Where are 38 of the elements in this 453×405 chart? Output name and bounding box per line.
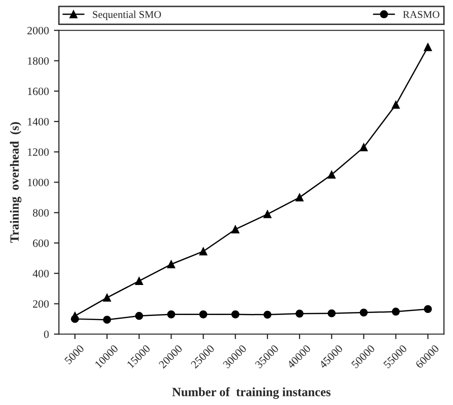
- point: [263, 310, 272, 319]
- point: [199, 247, 208, 256]
- point: [424, 305, 432, 314]
- point: [296, 310, 304, 318]
- y-tick-label: 400: [32, 270, 49, 278]
- x-axis-title: Number of training instances: [172, 387, 331, 399]
- point: [167, 260, 176, 268]
- y-axis-title: Training overhead (s): [10, 122, 22, 243]
- point: [231, 310, 240, 318]
- point: [231, 225, 240, 234]
- y-tick-label: 1600: [28, 88, 49, 96]
- point: [328, 170, 336, 179]
- y-tick-label: 1200: [28, 148, 49, 156]
- y-tick-label: 1000: [28, 178, 49, 186]
- y-tick-label: 0: [44, 330, 49, 338]
- point: [103, 316, 112, 324]
- point: [135, 276, 144, 285]
- point: [135, 312, 144, 320]
- point: [392, 100, 400, 109]
- legend-label: RASMO: [403, 11, 440, 18]
- point: [360, 143, 368, 152]
- point: [360, 308, 368, 317]
- point: [424, 43, 432, 52]
- point: [392, 308, 400, 316]
- point: [328, 309, 336, 318]
- point: [70, 312, 79, 320]
- legend-label: Sequential SMO: [92, 10, 161, 20]
- point: [296, 193, 304, 202]
- y-tick-label: 1800: [28, 57, 49, 65]
- point: [263, 210, 272, 218]
- point: [103, 294, 112, 302]
- y-tick-label: 1400: [28, 118, 49, 126]
- y-tick-label: 200: [32, 300, 49, 308]
- y-tick-label: 2000: [27, 26, 49, 34]
- y-tick-label: 800: [32, 209, 49, 217]
- y-tick-label: 600: [32, 239, 49, 247]
- point: [167, 310, 176, 318]
- point: [199, 310, 208, 318]
